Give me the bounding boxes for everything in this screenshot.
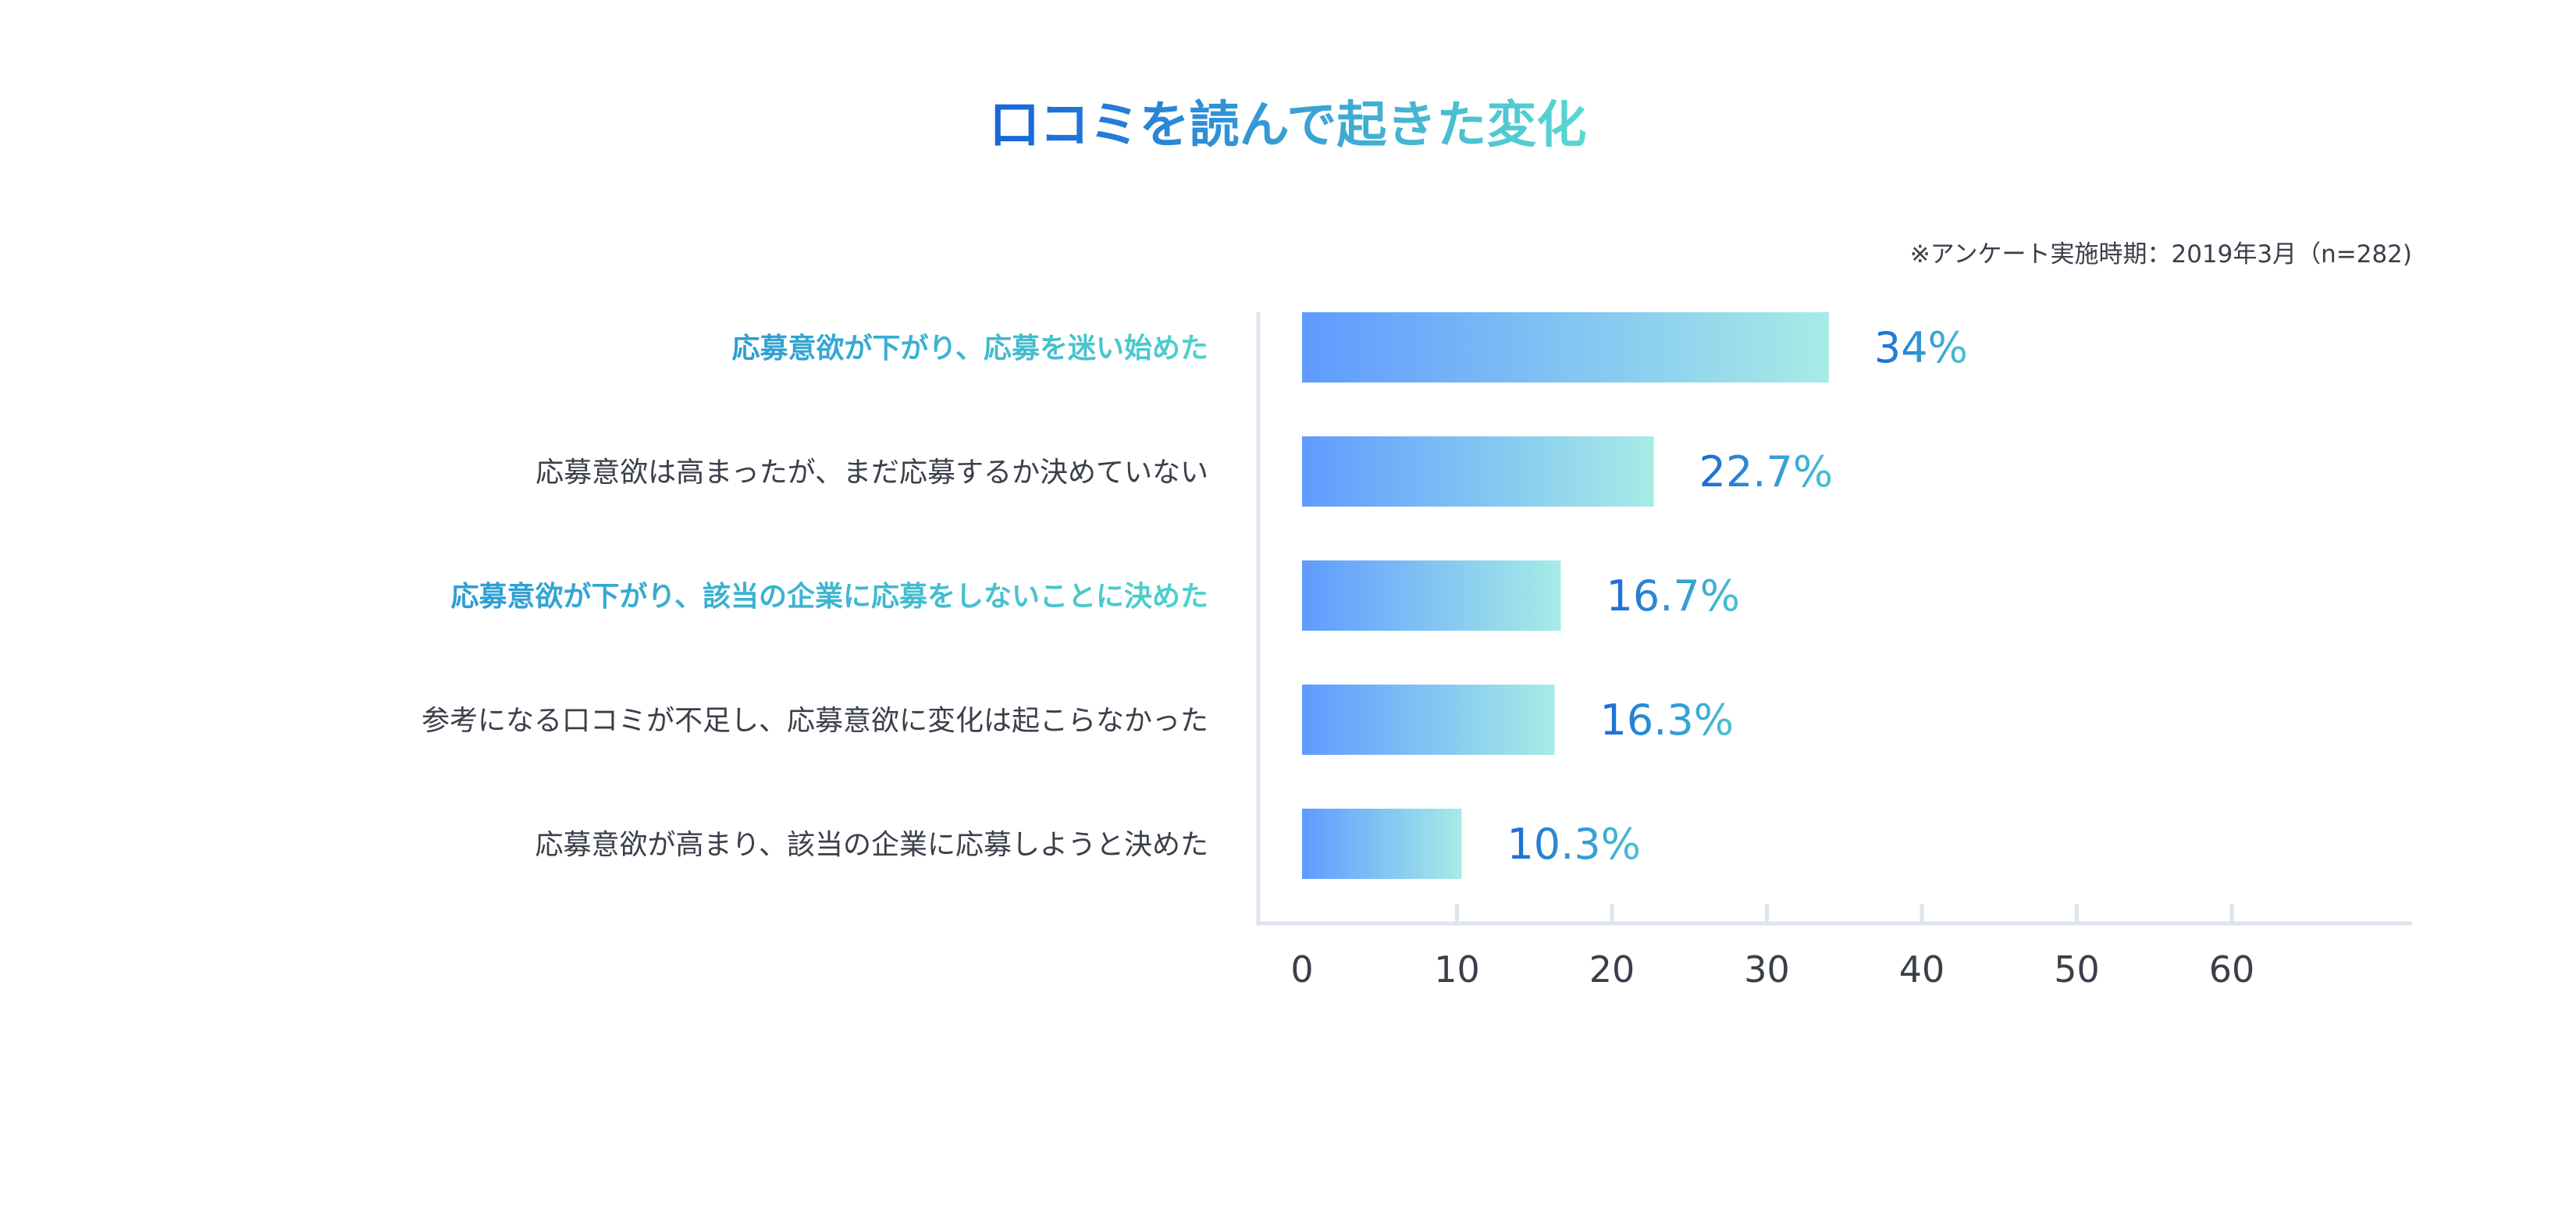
category-labels: 応募意欲が下がり、応募を迷い始めた応募意欲は高まったが、まだ応募するか決めていな… <box>422 333 1208 861</box>
value-labels: 34% 22.7% 16.7% 16.3% 10.3% <box>1507 323 1967 869</box>
value-label: 16.3% <box>1600 695 1735 745</box>
x-axis-ticks: 0 10 20 30 40 50 60 <box>1290 904 2254 991</box>
bar <box>1302 560 1561 631</box>
value-label: 10.3% <box>1507 820 1641 869</box>
x-tick-label: 10 <box>1434 948 1480 991</box>
x-tick-label: 60 <box>2209 948 2255 991</box>
bar <box>1302 436 1654 507</box>
bar <box>1302 809 1462 879</box>
x-tick-label: 20 <box>1589 948 1635 991</box>
category-label: 参考になる口コミが不足し、応募意欲に変化は起こらなかった <box>422 705 1208 737</box>
x-tick-label: 40 <box>1899 948 1945 991</box>
axes <box>1256 312 2412 926</box>
category-label: 応募意欲は高まったが、まだ応募するか決めていない <box>535 457 1208 489</box>
value-label: 22.7% <box>1699 447 1834 496</box>
bar <box>1302 312 1829 382</box>
x-tick-label: 50 <box>2054 948 2100 991</box>
category-label: 応募意欲が高まり、該当の企業に応募しようと決めた <box>535 829 1208 861</box>
x-tick-label: 0 <box>1290 948 1313 991</box>
value-label: 34% <box>1874 323 1968 372</box>
category-label: 応募意欲が下がり、応募を迷い始めた <box>731 333 1208 365</box>
bar <box>1302 685 1555 755</box>
x-tick-label: 30 <box>1744 948 1790 991</box>
bars <box>1302 312 1829 879</box>
category-label: 応募意欲が下がり、該当の企業に応募をしないことに決めた <box>450 580 1208 613</box>
survey-note: ※アンケート実施時期：2019年3月（n=282) <box>1910 240 2412 269</box>
value-label: 16.7% <box>1606 571 1740 621</box>
chart-title: 口コミを読んで起きた変化 <box>990 97 1587 155</box>
